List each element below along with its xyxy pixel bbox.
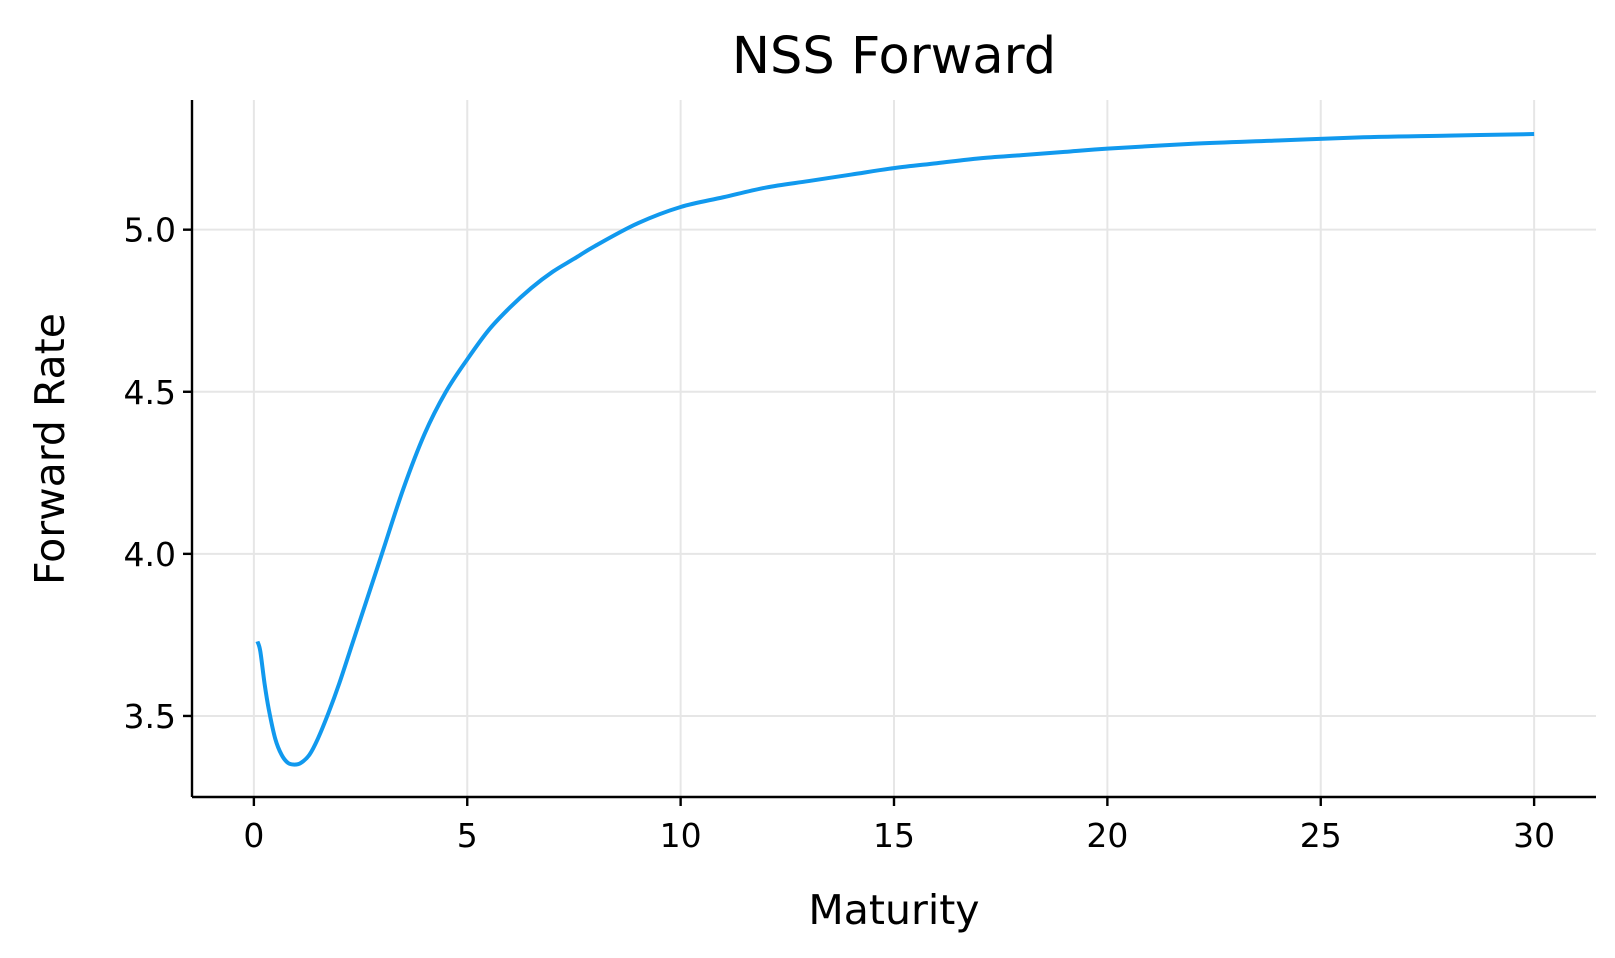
- y-tick-label: 5.0: [124, 211, 176, 250]
- y-axis-title: Forward Rate: [26, 313, 74, 585]
- x-tick-label: 5: [457, 816, 478, 855]
- forward-rate-line: [255, 132, 1535, 767]
- grid-layer: [192, 100, 1596, 797]
- series-layer: [255, 132, 1535, 767]
- ticks-layer: 0 5 10 15 20 25 30 3.5 4.0 4.5 5.0: [124, 211, 1556, 855]
- y-tick-label: 4.5: [124, 373, 176, 412]
- x-tick-label: 30: [1513, 816, 1555, 855]
- x-tick-label: 10: [660, 816, 702, 855]
- y-tick-label: 3.5: [124, 697, 176, 736]
- x-tick-label: 25: [1300, 816, 1342, 855]
- y-tick-label: 4.0: [124, 535, 176, 574]
- x-axis-title: Maturity: [808, 886, 979, 934]
- x-tick-label: 0: [243, 816, 264, 855]
- x-tick-label: 15: [873, 816, 915, 855]
- chart-title: NSS Forward: [732, 27, 1056, 86]
- x-tick-label: 20: [1086, 816, 1128, 855]
